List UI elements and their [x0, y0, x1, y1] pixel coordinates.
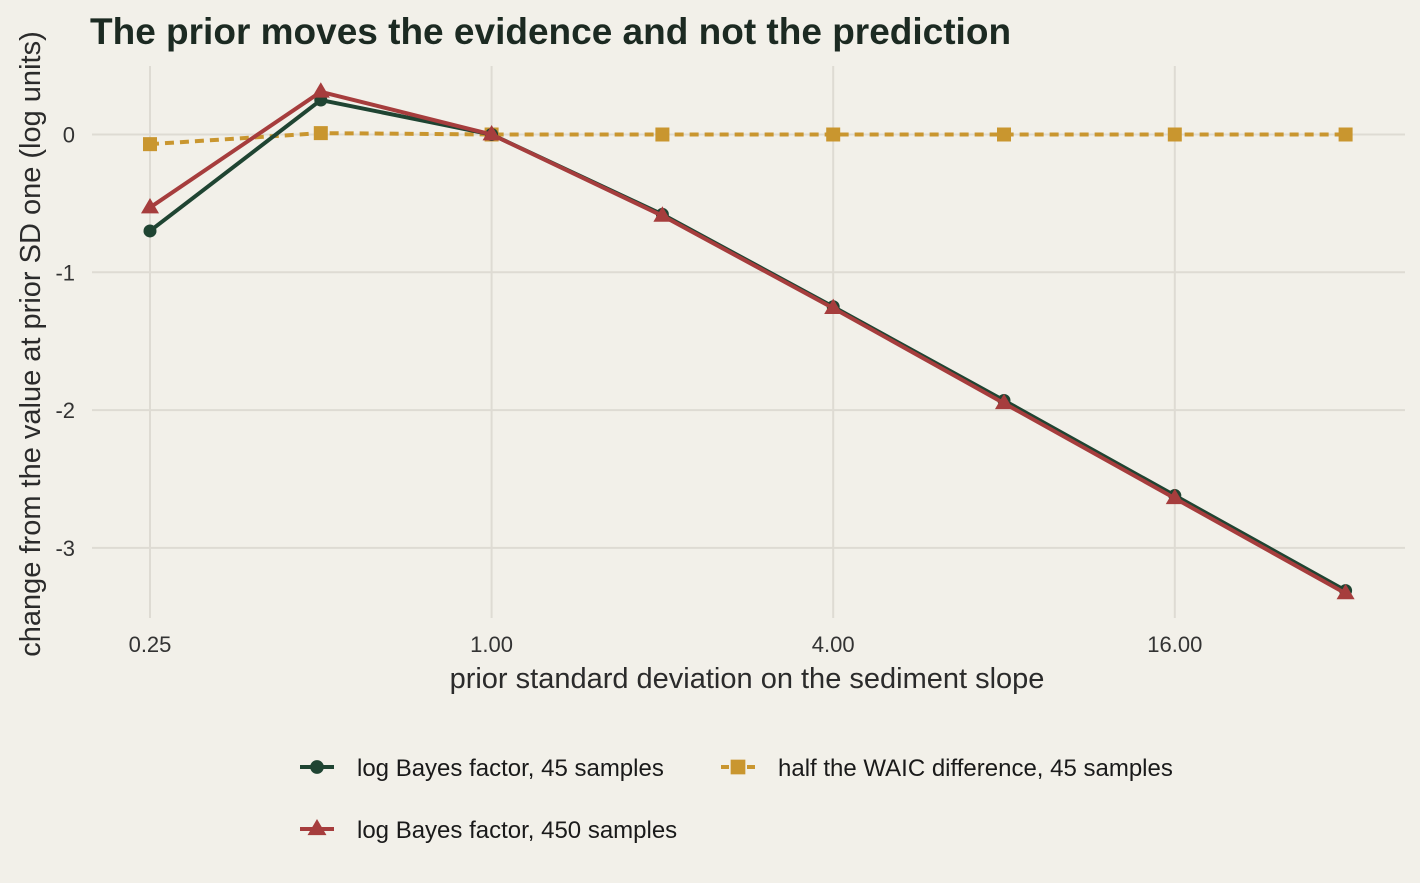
- y-tick-label: -1: [55, 260, 75, 285]
- x-tick-label: 1.00: [470, 632, 513, 657]
- legend: log Bayes factor, 45 samples half the WAI…: [300, 755, 1173, 844]
- y-tick-label: 0: [63, 123, 75, 148]
- x-tick-label: 16.00: [1147, 632, 1202, 657]
- y-axis-title: change from the value at prior SD one (l…: [15, 31, 47, 656]
- point-marker: [655, 127, 670, 142]
- point-marker: [307, 819, 327, 836]
- point-marker: [994, 393, 1014, 410]
- point-marker: [824, 298, 843, 315]
- legend-item-3: log Bayes factor, 450 samples: [300, 817, 677, 844]
- point-marker: [310, 760, 324, 774]
- point-marker: [311, 82, 330, 98]
- series-2: [143, 126, 1353, 152]
- axis-ticks: 0.25 1.00 4.00 16.00 0 -1 -2 -3: [55, 123, 1202, 658]
- point-marker: [143, 137, 157, 152]
- series-line: [149, 131, 1346, 147]
- series-3: [140, 82, 1355, 600]
- legend-label: log Bayes factor, 45 samples: [357, 755, 664, 782]
- point-marker: [143, 224, 157, 238]
- y-tick-label: -3: [55, 536, 75, 561]
- series-line: [148, 89, 1347, 596]
- point-marker: [1336, 583, 1355, 600]
- point-marker: [313, 126, 328, 141]
- legend-item-1: log Bayes factor, 45 samples: [300, 755, 664, 782]
- chart-title: The prior moves the evidence and not the…: [90, 11, 1011, 52]
- point-marker: [1167, 127, 1182, 142]
- series-1: [143, 93, 1353, 598]
- point-marker: [826, 127, 841, 142]
- point-marker: [1165, 488, 1184, 505]
- point-marker: [730, 759, 746, 775]
- legend-item-2: half the WAIC difference, 45 samples: [721, 755, 1173, 782]
- point-marker: [997, 127, 1011, 142]
- point-marker: [482, 125, 501, 141]
- x-tick-label: 4.00: [812, 632, 855, 657]
- series-line: [148, 98, 1347, 593]
- grid-lines: [92, 66, 1405, 618]
- y-tick-label: -2: [55, 398, 75, 423]
- x-axis-title: prior standard deviation on the sediment…: [450, 663, 1045, 695]
- x-tick-label: 0.25: [129, 632, 172, 657]
- point-marker: [1338, 127, 1353, 142]
- point-marker: [653, 206, 672, 222]
- legend-label: log Bayes factor, 450 samples: [357, 817, 677, 844]
- point-marker: [140, 198, 160, 214]
- series-layer: [140, 82, 1355, 600]
- legend-label: half the WAIC difference, 45 samples: [778, 755, 1173, 782]
